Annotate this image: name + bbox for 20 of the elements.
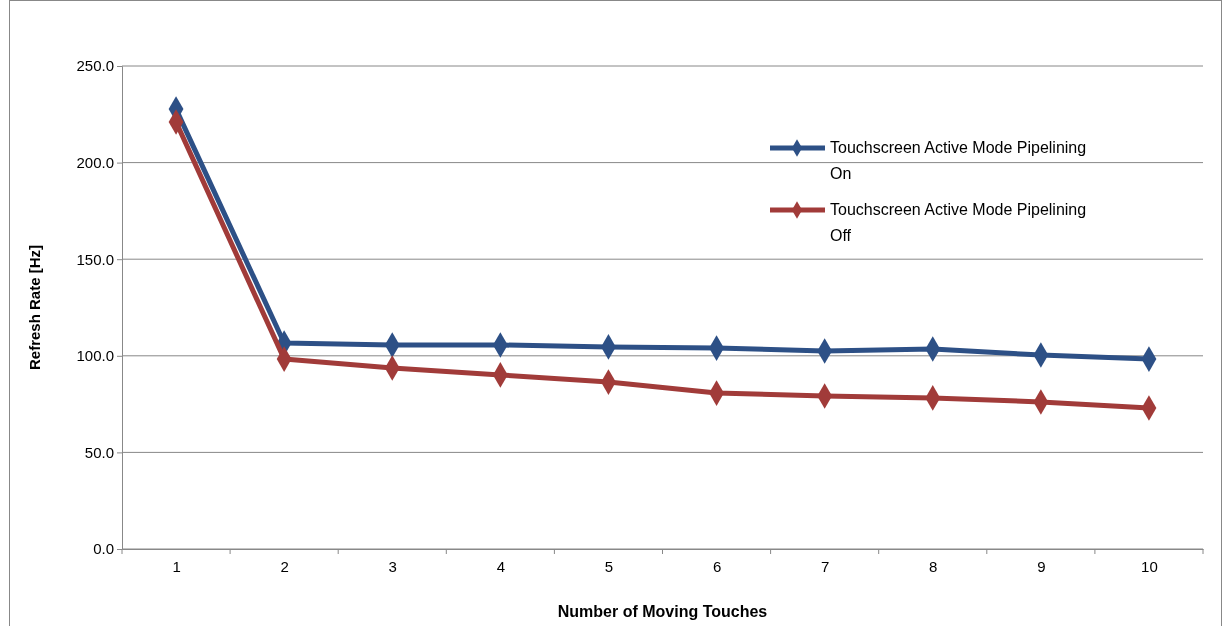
x-tick-label: 4 xyxy=(496,557,506,575)
y-tick-label: 200.0 xyxy=(76,153,114,171)
y-tick-label: 250.0 xyxy=(76,57,114,75)
x-tick-label: 10 xyxy=(1141,557,1158,575)
legend-label: Touchscreen Active Mode Pipelining Off xyxy=(830,201,1087,244)
y-tick-label: 150.0 xyxy=(76,250,114,268)
legend-label: Touchscreen Active Mode Pipelining On xyxy=(830,139,1087,182)
x-tick-label: 1 xyxy=(172,557,181,575)
x-tick-label: 6 xyxy=(712,557,722,575)
x-tick-label: 2 xyxy=(280,557,289,575)
x-tick-label: 5 xyxy=(604,557,614,575)
x-tick-label: 7 xyxy=(820,557,830,575)
y-tick-label: 0.0 xyxy=(93,540,114,558)
y-tick-label: 100.0 xyxy=(76,347,114,365)
y-tick-label: 50.0 xyxy=(84,443,114,461)
x-axis-title: Number of Moving Touches xyxy=(557,603,768,620)
x-tick-label: 9 xyxy=(1037,557,1046,575)
x-tick-label: 8 xyxy=(929,557,938,575)
y-axis-title: Refresh Rate [Hz] xyxy=(26,244,43,371)
x-tick-label: 3 xyxy=(388,557,397,575)
